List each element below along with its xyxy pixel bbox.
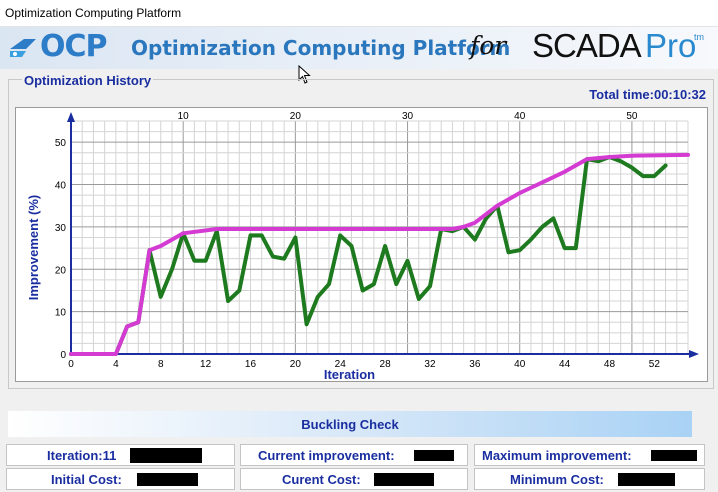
current-cost-redacted-value xyxy=(374,473,434,486)
y-tick-label: 50 xyxy=(55,138,67,149)
optimization-history-title: Optimization History xyxy=(22,73,154,88)
minimum-cost-label: Minimum Cost: xyxy=(510,472,604,487)
initial-cost-redacted-value xyxy=(137,473,198,486)
current-improvement-redacted-value xyxy=(414,450,454,461)
x-tick-label: 40 xyxy=(514,359,526,370)
x-tick-label: 12 xyxy=(200,359,212,370)
banner-for: for xyxy=(470,31,507,60)
x-tick-label: 52 xyxy=(649,359,661,370)
ocp-logo-text: OCP xyxy=(40,29,108,64)
x-tick-label: 20 xyxy=(290,359,302,370)
y-tick-label: 20 xyxy=(55,265,67,276)
initial-cost-cell: Initial Cost: xyxy=(6,468,235,490)
pro-logo-text: Pro xyxy=(645,27,697,64)
x-tick-label: 8 xyxy=(158,359,164,370)
minimum-cost-redacted-value xyxy=(618,473,675,486)
buckling-check-bar: Buckling Check xyxy=(8,411,692,437)
buckling-check-title: Buckling Check xyxy=(301,417,399,432)
maximum-improvement-label: Maximum improvement: xyxy=(482,448,632,463)
x-tick-label: 28 xyxy=(380,359,392,370)
y-axis-label: Improvement (%) xyxy=(26,195,41,300)
current-improvement-series-line xyxy=(69,155,668,356)
x-axis-arrow xyxy=(689,350,699,358)
scada-logo-text: SCADA xyxy=(532,27,642,64)
x-top-tick-label: 30 xyxy=(402,111,414,122)
x-tick-label: 0 xyxy=(68,359,74,370)
iteration-cell: Iteration:11 xyxy=(6,444,235,466)
iteration-label: Iteration:11 xyxy=(47,448,117,463)
current-cost-cell: Curent Cost: xyxy=(240,468,468,490)
ocp-logo-icon xyxy=(10,39,36,57)
x-tick-label: 44 xyxy=(559,359,571,370)
banner-title: Optimization Computing Platform xyxy=(131,36,511,60)
total-time-readout: Total time:00:10:32 xyxy=(589,87,706,102)
window-title: Optimization Computing Platform xyxy=(5,6,182,20)
y-axis-arrow xyxy=(67,112,75,122)
y-tick-label: 40 xyxy=(55,181,67,192)
current-cost-label: Curent Cost: xyxy=(282,472,361,487)
current-improvement-cell: Current improvement: xyxy=(240,444,468,466)
x-axis-label: Iteration xyxy=(324,367,375,381)
x-tick-label: 24 xyxy=(335,359,347,370)
y-tick-label: 30 xyxy=(55,223,67,234)
app-banner: OCP Optimization Computing Platform for … xyxy=(0,27,718,69)
x-tick-label: 4 xyxy=(113,359,119,370)
optimization-history-chart: 0 4 8 12 16 20 24 28 32 36 40 44 48 52 10 20 30 40 50 0 10 20… xyxy=(15,107,708,382)
current-improvement-label: Current improvement: xyxy=(258,448,395,463)
trademark-mark: tm xyxy=(694,32,704,42)
iteration-redacted-value xyxy=(130,448,202,463)
x-top-tick-label: 20 xyxy=(290,111,302,122)
x-top-tick-label: 40 xyxy=(514,111,526,122)
window-titlebar: Optimization Computing Platform xyxy=(0,0,718,27)
y-tick-label: 0 xyxy=(60,350,66,361)
minimum-cost-cell: Minimum Cost: xyxy=(474,468,705,490)
maximum-improvement-redacted-value xyxy=(651,450,697,461)
x-tick-label: 48 xyxy=(604,359,616,370)
optimization-history-group xyxy=(8,79,714,389)
maximum-improvement-cell: Maximum improvement: xyxy=(474,444,705,466)
best-improvement-series-line xyxy=(69,152,690,356)
x-top-tick-label: 50 xyxy=(626,111,638,122)
x-top-tick-label: 10 xyxy=(178,111,190,122)
x-tick-label: 16 xyxy=(245,359,257,370)
y-tick-label: 10 xyxy=(55,308,67,319)
x-tick-label: 32 xyxy=(424,359,436,370)
initial-cost-label: Initial Cost: xyxy=(51,472,122,487)
x-tick-label: 36 xyxy=(469,359,481,370)
